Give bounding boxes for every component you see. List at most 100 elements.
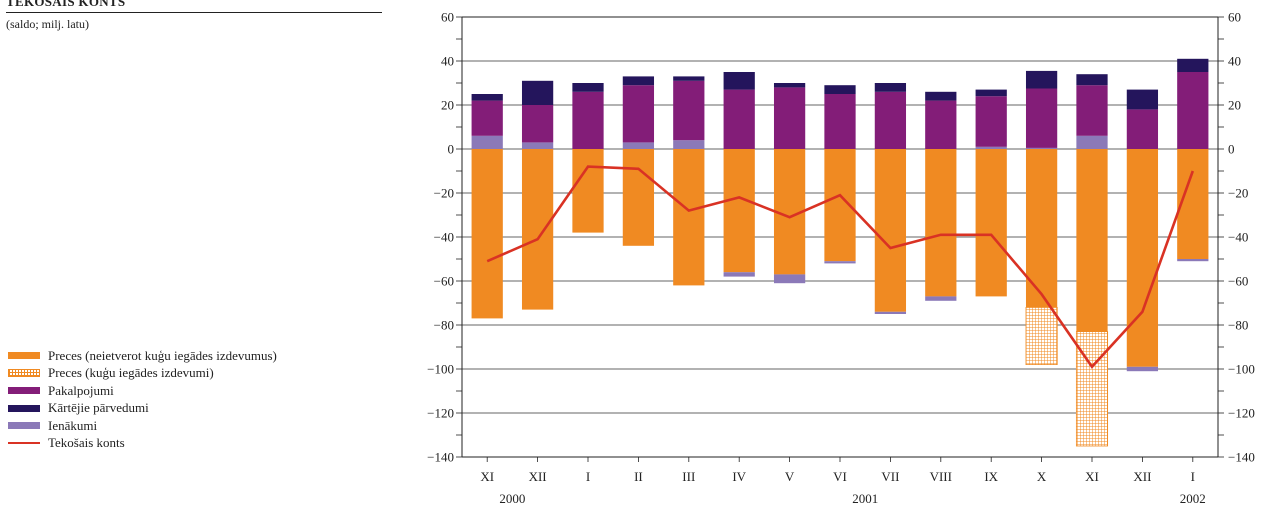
x-tick-label: XI: [480, 469, 494, 484]
bar-services: [673, 80, 705, 141]
y-tick-label-left: 0: [448, 142, 455, 157]
x-tick-label: XI: [1085, 469, 1099, 484]
bar-services: [572, 91, 604, 149]
bar-transfers: [1177, 58, 1209, 72]
legend-item-income: Ienākumi: [8, 417, 277, 435]
legend-item-current: Tekošais konts: [8, 435, 277, 453]
chart-subtitle: (saldo; milj. latu): [6, 17, 89, 31]
y-tick-label-left: −120: [427, 406, 454, 421]
bar-income: [1025, 147, 1058, 149]
bar-services: [1126, 109, 1159, 149]
bar-transfers: [925, 91, 957, 101]
title-rule: [6, 12, 382, 13]
bar-income: [1126, 366, 1159, 372]
y-tick-label-right: −40: [1228, 230, 1248, 245]
legend-item-goods: Preces (neietverot kuģu iegādes izdevumu…: [8, 347, 277, 365]
y-tick-label-right: −140: [1228, 450, 1255, 465]
y-tick-label-left: −100: [427, 362, 454, 377]
y-tick-label-left: −20: [434, 186, 454, 201]
y-tick-label-right: −60: [1228, 274, 1248, 289]
bar-transfers: [673, 76, 705, 81]
legend-swatch-income: [8, 422, 40, 430]
bar-services: [723, 89, 755, 149]
bar-transfers: [471, 94, 503, 101]
bar-transfers: [874, 83, 907, 92]
bar-services: [925, 100, 957, 149]
bar-goods: [874, 149, 907, 312]
x-tick-label: VIII: [930, 469, 952, 484]
bar-services: [1025, 88, 1058, 148]
bar-income: [673, 140, 705, 149]
bar-income: [975, 146, 1007, 149]
bar-goods: [673, 149, 705, 286]
bar-goods: [471, 149, 503, 319]
legend-label: Tekošais konts: [48, 435, 125, 451]
x-tick-label: XII: [529, 469, 547, 484]
bar-transfers: [975, 89, 1007, 97]
legend-label: Kārtējie pārvedumi: [48, 400, 149, 416]
bar-income: [874, 311, 907, 314]
legend-label: Pakalpojumi: [48, 382, 114, 398]
bar-income: [471, 135, 503, 149]
bar-transfers: [723, 72, 755, 90]
legend-label: Preces (kuģu iegādes izdevumi): [48, 365, 214, 381]
bar-income: [824, 261, 856, 264]
bar-services: [521, 105, 554, 143]
bar-transfers: [1025, 70, 1058, 89]
x-tick-label: XII: [1133, 469, 1151, 484]
x-tick-label: II: [634, 469, 643, 484]
bar-income: [723, 272, 755, 277]
chart-title: TEKOŠAIS KONTS: [6, 0, 126, 9]
bar-income: [1177, 259, 1209, 262]
bar-goods: [1177, 149, 1209, 259]
line-current-account: [486, 165, 1195, 369]
x-tick-label: VII: [881, 469, 899, 484]
bar-transfers: [1076, 74, 1108, 86]
bar-ships: [1075, 331, 1109, 447]
bar-services: [622, 85, 655, 143]
y-tick-label-left: −140: [427, 450, 454, 465]
bar-services: [975, 96, 1007, 147]
bar-goods: [572, 149, 604, 233]
bar-services: [471, 100, 503, 136]
bar-goods: [1025, 149, 1058, 308]
legend-swatch-ships: [8, 369, 40, 378]
bar-goods: [521, 149, 554, 310]
x-tick-label: X: [1037, 469, 1047, 484]
legend-item-transfers: Kārtējie pārvedumi: [8, 400, 277, 418]
bar-income: [622, 142, 655, 149]
bar-goods: [925, 149, 957, 297]
x-year-label: 2001: [852, 491, 878, 506]
legend-label: Ienākumi: [48, 417, 98, 433]
x-tick-label: VI: [833, 469, 847, 484]
y-tick-label-right: 60: [1228, 10, 1241, 25]
y-tick-label-left: 20: [441, 98, 454, 113]
y-tick-label-right: 0: [1228, 142, 1235, 157]
bar-goods: [975, 149, 1007, 297]
legend-swatch-goods: [8, 352, 40, 360]
x-tick-label: III: [682, 469, 695, 484]
bar-income: [925, 296, 957, 301]
legend-swatch-transfers: [8, 404, 40, 412]
x-tick-label: V: [785, 469, 795, 484]
bar-transfers: [773, 83, 806, 88]
legend: Preces (neietverot kuģu iegādes izdevumu…: [8, 347, 277, 452]
bar-services: [1076, 85, 1108, 136]
bar-goods: [1076, 149, 1108, 332]
y-tick-label-left: 60: [441, 10, 454, 25]
y-tick-label-left: −40: [434, 230, 454, 245]
bar-goods: [1126, 149, 1159, 367]
x-tick-label: IV: [732, 469, 746, 484]
bar-transfers: [572, 83, 604, 92]
y-tick-label-right: −20: [1228, 186, 1248, 201]
bar-income: [521, 142, 554, 149]
y-tick-label-left: −80: [434, 318, 454, 333]
x-tick-label: I: [1191, 469, 1195, 484]
bar-income: [1076, 135, 1108, 149]
legend-swatch-current: [8, 442, 40, 445]
bar-services: [874, 91, 907, 149]
y-tick-label-right: −100: [1228, 362, 1255, 377]
bar-transfers: [824, 85, 856, 94]
bar-transfers: [1126, 89, 1159, 110]
